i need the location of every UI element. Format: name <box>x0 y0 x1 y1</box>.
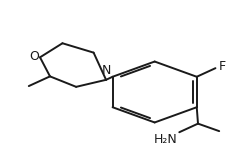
Text: N: N <box>102 64 111 77</box>
Text: H₂N: H₂N <box>153 133 177 146</box>
Text: F: F <box>218 60 226 73</box>
Text: O: O <box>29 50 39 63</box>
